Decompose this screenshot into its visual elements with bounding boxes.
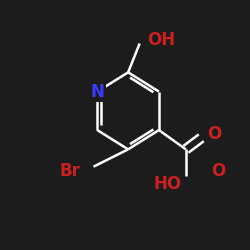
- Text: O: O: [211, 162, 225, 180]
- Text: N: N: [90, 82, 104, 100]
- Text: HO: HO: [156, 175, 184, 193]
- Text: OH: OH: [148, 30, 176, 48]
- Text: Br: Br: [59, 162, 80, 180]
- Text: HO: HO: [154, 175, 182, 193]
- Text: O: O: [207, 125, 221, 143]
